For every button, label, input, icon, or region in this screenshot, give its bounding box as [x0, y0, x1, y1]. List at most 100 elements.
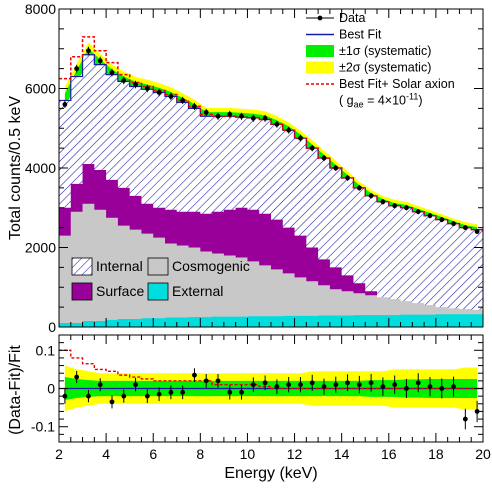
x-tick-label: 8 [196, 446, 204, 462]
data-point [356, 185, 362, 191]
residual-point [239, 389, 244, 395]
residual-point [309, 380, 315, 386]
legend-component-swatch [147, 282, 169, 301]
axion-residual-line [59, 349, 483, 390]
y-tick-label: 2000 [25, 240, 56, 256]
data-point [109, 70, 115, 75]
residual-point [427, 384, 433, 389]
data-point [62, 102, 68, 107]
data-point [203, 109, 209, 115]
residual-point [97, 382, 103, 388]
x-tick-label: 4 [102, 446, 110, 462]
legend-component-label: External [172, 283, 223, 299]
legend-component-swatch [147, 257, 169, 276]
data-point [180, 98, 186, 103]
residual-point [192, 372, 197, 378]
legend-label: Best Fit [339, 28, 382, 42]
residual-point [404, 386, 409, 391]
residual-point [298, 382, 303, 388]
main-plot: 0 2000 4000 6000 8000 Total counts/0.5 keV D… [7, 1, 484, 335]
legend-component-swatch [71, 257, 93, 276]
data-point [227, 111, 233, 117]
x-tick-label: 2 [55, 446, 63, 462]
y-tick-label: 0 [48, 319, 56, 335]
residual-point [368, 380, 374, 386]
data-point [451, 221, 456, 227]
residual-plot-layers [59, 349, 483, 430]
data-point [262, 115, 268, 121]
legend-component-label: Cosmogenic [172, 258, 250, 274]
y-tick-label: 8000 [25, 1, 56, 17]
residual-point [168, 389, 174, 395]
data-point [215, 113, 221, 119]
residual-point [415, 380, 421, 386]
legend-axion-note: ( gae = 4×10-11) [339, 92, 423, 110]
residual-point [203, 378, 209, 384]
data-point [239, 113, 244, 119]
band-1sigma-main [64, 48, 478, 233]
data-point [333, 165, 339, 171]
legend-component-label: Surface [96, 283, 144, 299]
data-point [415, 209, 421, 215]
residual-point [392, 382, 398, 388]
data-point [345, 175, 350, 181]
residual-point [133, 382, 138, 388]
residual-point [380, 384, 386, 389]
residual-point [451, 384, 456, 389]
residual-point [144, 393, 150, 399]
x-tick-label: 12 [287, 446, 303, 462]
main-y-axis-label: Total counts/0.5 keV [7, 96, 24, 240]
legend-component-swatch [71, 282, 93, 301]
data-point [168, 94, 174, 99]
res-y-tick-label: 0.1 [36, 342, 56, 358]
residual-point [333, 382, 339, 388]
residual-point [321, 384, 327, 389]
residual-point [356, 382, 362, 388]
y-tick-label: 4000 [25, 160, 56, 176]
data-point [462, 225, 468, 231]
data-point [368, 193, 374, 199]
residual-point [286, 382, 292, 388]
legend-label: Best Fit+ Solar axion [339, 77, 455, 91]
data-point [298, 135, 303, 141]
residual-point [439, 386, 445, 391]
legend-label: Data [339, 11, 365, 25]
x-tick-label: 14 [334, 446, 350, 462]
data-point [133, 82, 138, 87]
residual-axis-ticks: -0.1 0 0.1 2 4 6 8 10 12 14 16 18 20 [31, 334, 491, 462]
x-axis-label: Energy (keV) [224, 465, 317, 482]
residual-point [474, 409, 480, 414]
residual-point [74, 374, 80, 380]
residual-point [62, 393, 68, 399]
x-tick-label: 16 [381, 446, 397, 462]
data-point [121, 78, 127, 83]
residual-point [462, 416, 468, 422]
data-point [321, 155, 327, 161]
legend-band-swatch [306, 45, 334, 57]
data-point [156, 90, 162, 95]
residual-point [215, 378, 221, 384]
residual-point [262, 380, 268, 386]
residual-y-axis-label: (Data-Fit)/Fit [7, 345, 24, 435]
legend-data-marker [317, 15, 323, 21]
data-point [97, 58, 103, 64]
data-point [439, 217, 445, 223]
data-point [427, 213, 433, 219]
data-point [404, 205, 409, 211]
data-point [274, 121, 280, 127]
y-tick-label: 6000 [25, 81, 56, 97]
residual-point [250, 382, 256, 388]
x-tick-label: 18 [428, 446, 444, 462]
res-y-tick-label: -0.1 [31, 419, 55, 435]
x-tick-label: 6 [149, 446, 157, 462]
main-axis-ticks: 0 2000 4000 6000 8000 [25, 1, 484, 335]
data-point [380, 199, 386, 205]
data-point [309, 145, 315, 151]
legend-component-label: Internal [96, 258, 143, 274]
residual-point [109, 399, 115, 405]
band-2sigma-main [64, 42, 478, 235]
residual-point [274, 384, 280, 389]
residual-point [227, 389, 233, 395]
